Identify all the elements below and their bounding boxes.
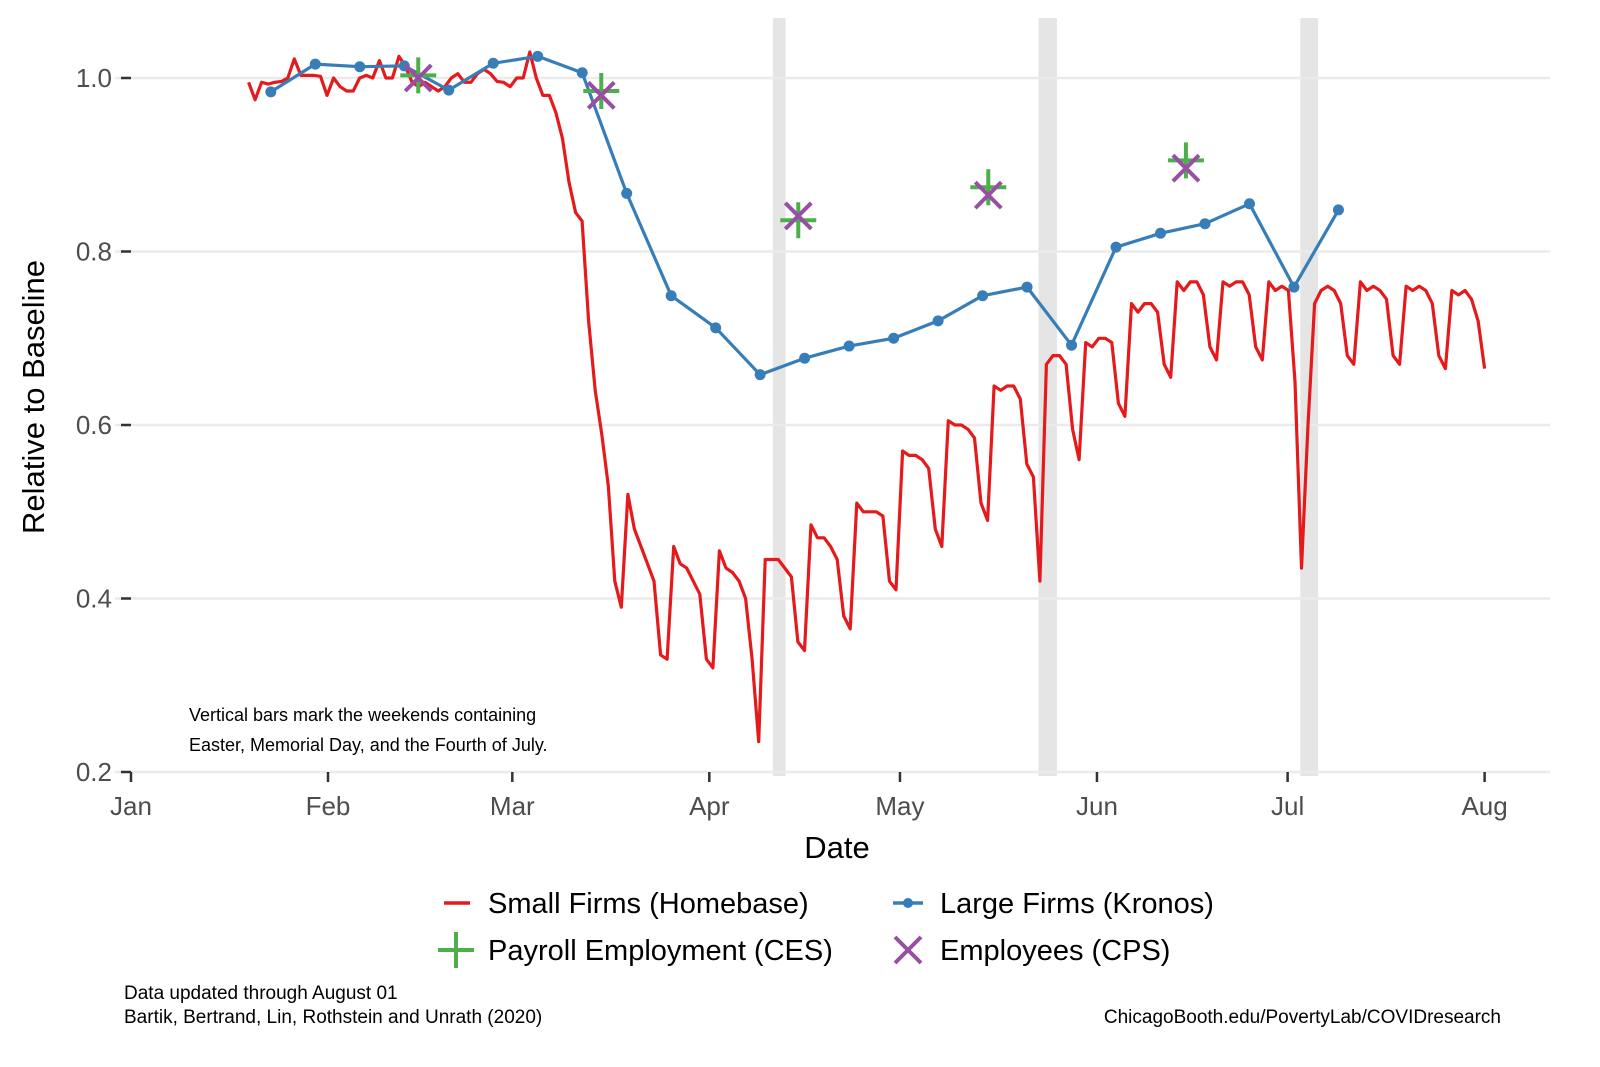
legend-label: Large Firms (Kronos) [940, 888, 1214, 920]
data-point-large-firms [1110, 241, 1122, 253]
y-tick-label: 0.8 [76, 237, 112, 267]
footer-url[interactable]: ChicagoBooth.edu/PovertyLab/COVIDresearc… [1104, 1007, 1501, 1028]
data-point-ces [583, 73, 620, 110]
data-point-large-firms [799, 352, 811, 364]
data-point-large-firms [1243, 198, 1255, 210]
y-axis-title: Relative to Baseline [16, 260, 51, 534]
data-point-large-firms [1288, 281, 1300, 293]
data-point-large-firms [576, 67, 588, 79]
data-point-large-firms [354, 61, 366, 73]
data-point-cps [403, 63, 433, 93]
y-tick-label: 0.2 [76, 757, 112, 787]
data-point-ces [780, 202, 817, 239]
data-point-large-firms [665, 290, 677, 302]
annotation-line-2: Easter, Memorial Day, and the Fourth of … [189, 735, 548, 755]
legend-item-small-firms: Small Firms (Homebase) [444, 888, 809, 920]
data-point-large-firms [487, 57, 499, 69]
data-point-cps [1171, 153, 1201, 183]
data-point-cps [586, 80, 616, 110]
data-point-large-firms [977, 290, 989, 302]
footer-updated: Data updated through August 01 [124, 983, 398, 1004]
series-line-small-firms [247, 50, 1487, 744]
data-point-large-firms [621, 187, 633, 199]
legend-label: Employees (CPS) [940, 935, 1170, 967]
data-point-ces [970, 169, 1007, 206]
data-point-large-firms [754, 369, 766, 381]
data-point-ces [1167, 142, 1204, 179]
legend: Small Firms (Homebase) Large Firms (Kron… [438, 888, 1214, 968]
data-point-large-firms [843, 340, 855, 352]
data-point-large-firms [1199, 218, 1211, 230]
data-point-large-firms [1155, 227, 1167, 239]
legend-key-plus [438, 932, 474, 968]
data-point-large-firms [710, 322, 722, 334]
x-tick-label: May [875, 791, 924, 821]
data-point-large-firms [932, 315, 944, 327]
data-point-large-firms [1332, 204, 1344, 216]
data-point-large-firms [309, 58, 321, 70]
x-axis-title: Date [804, 830, 869, 865]
x-tick-label: Aug [1461, 791, 1507, 821]
x-tick-label: Jan [110, 791, 152, 821]
holiday-bar-easter [772, 18, 786, 776]
gridlines [115, 76, 1550, 774]
legend-label: Payroll Employment (CES) [488, 935, 833, 967]
data-point-cps [783, 201, 813, 231]
legend-key-x [893, 935, 923, 965]
y-tick-label: 1.0 [76, 63, 112, 93]
annotation-line-1: Vertical bars mark the weekends containi… [189, 705, 536, 725]
y-axis-ticks: 0.2 0.4 0.6 0.8 1.0 [76, 63, 131, 787]
plot-series [247, 50, 1487, 744]
holiday-weekend-bars [772, 18, 1319, 776]
data-point-large-firms [443, 84, 455, 96]
legend-item-large-firms: Large Firms (Kronos) [893, 888, 1214, 920]
legend-item-ces: Payroll Employment (CES) [438, 932, 833, 968]
x-tick-label: Feb [306, 791, 351, 821]
y-tick-label: 0.6 [76, 410, 112, 440]
x-tick-label: Jul [1271, 791, 1304, 821]
series-line-large-firms [269, 54, 1340, 377]
x-tick-label: Jun [1076, 791, 1118, 821]
x-tick-label: Apr [689, 791, 730, 821]
data-point-large-firms [1066, 339, 1078, 351]
x-axis-ticks: Jan Feb Mar Apr May Jun Jul Aug [110, 772, 1508, 821]
x-tick-label: Mar [490, 791, 535, 821]
data-point-cps [973, 180, 1003, 210]
data-point-large-firms [1021, 281, 1033, 293]
legend-item-cps: Employees (CPS) [893, 935, 1170, 967]
data-point-large-firms [532, 50, 544, 62]
legend-label: Small Firms (Homebase) [488, 888, 809, 920]
data-point-large-firms [265, 86, 277, 98]
legend-key-dot [903, 898, 913, 908]
footer-authors: Bartik, Bertrand, Lin, Rothstein and Unr… [124, 1007, 542, 1028]
y-tick-label: 0.4 [76, 584, 112, 614]
data-point-large-firms [888, 332, 900, 344]
holiday-bar-memorial-day [1038, 18, 1057, 776]
